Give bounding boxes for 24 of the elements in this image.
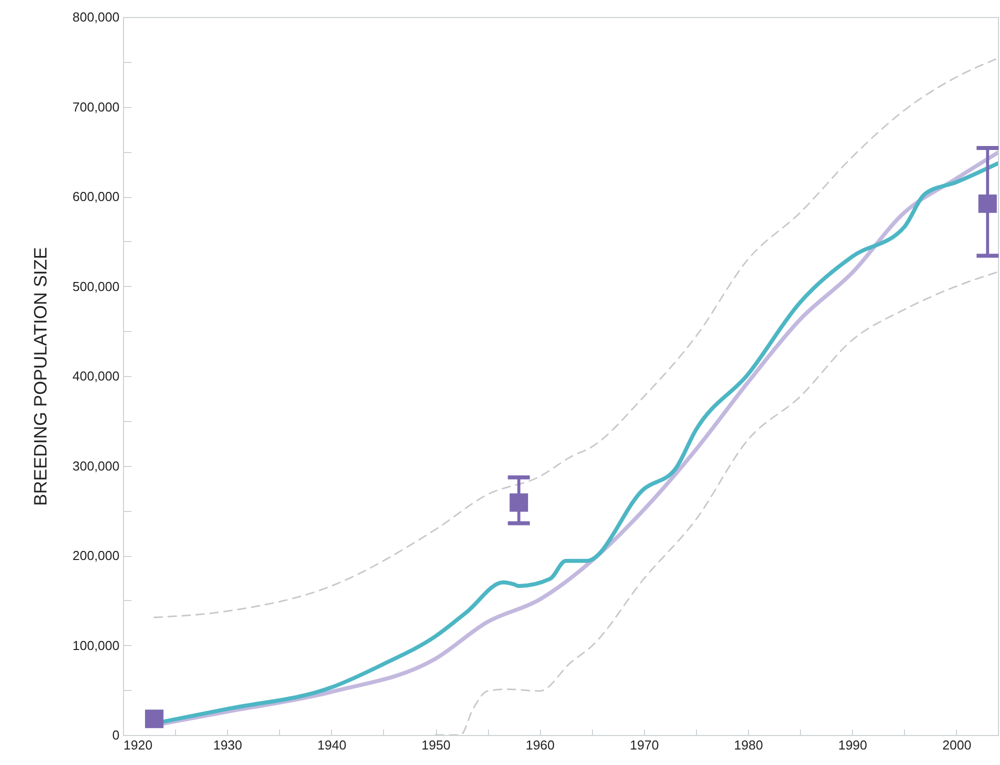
- x-tick-label: 1990: [838, 738, 868, 752]
- line-series: [154, 58, 998, 618]
- x-tick-label: 1950: [422, 738, 450, 752]
- y-tick-label: 800,000: [72, 10, 120, 24]
- x-tick-label: 1940: [317, 738, 346, 752]
- x-tick-label: 1920: [124, 738, 152, 752]
- point: [510, 493, 528, 512]
- point: [978, 194, 997, 213]
- y-tick-label: 400,000: [72, 368, 120, 384]
- y-tick-label: 300,000: [72, 458, 120, 474]
- x-tick-label: 1970: [630, 738, 659, 752]
- y-tick-label: 200,000: [72, 548, 120, 563]
- y-tick-label: 700,000: [72, 99, 120, 114]
- y-tick-label: 100,000: [72, 638, 120, 653]
- y-axis-title: BREEDING POPULATION SIZE: [30, 247, 51, 506]
- y-tick-label: 500,000: [72, 278, 120, 294]
- x-tick-label: 2000: [942, 738, 972, 752]
- y-tick-label: 600,000: [72, 189, 120, 204]
- y-tick-label: 0: [112, 728, 120, 742]
- x-tick-label: 1960: [526, 738, 555, 752]
- x-tick-label: 1980: [734, 738, 763, 752]
- point: [145, 710, 164, 728]
- x-tick-label: 1930: [213, 738, 242, 752]
- line-series: [434, 271, 998, 735]
